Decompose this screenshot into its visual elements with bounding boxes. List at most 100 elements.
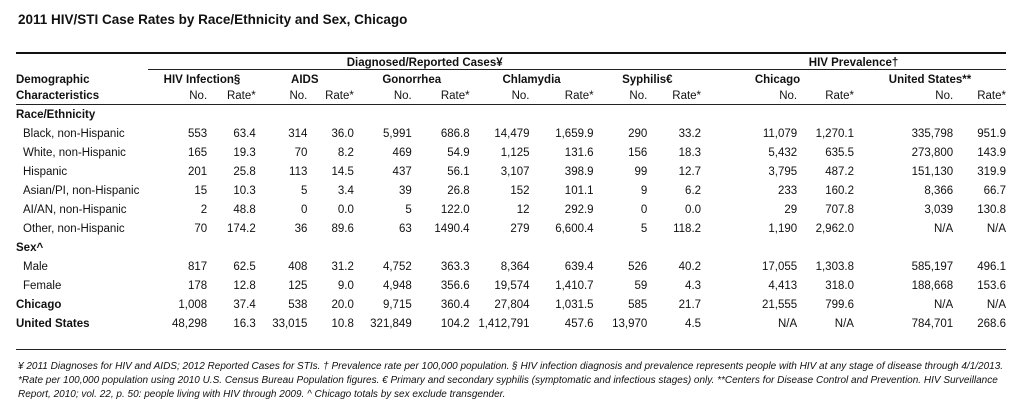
group-header-row: Diagnosed/Reported Cases¥ HIV Prevalence… [16, 54, 1006, 72]
table-cell: 585,197 [911, 260, 954, 273]
table-cell: 4.5 [685, 317, 702, 330]
table-row: Other, non-Hispanic 70 174.2 36 89.6 63 1490.4… [16, 219, 1006, 238]
table-cell: 21,555 [761, 298, 798, 311]
bottom-rule [16, 349, 1006, 350]
table-row: Chicago 1,008 37.4 538 20.0 9,715 360.4 27,804 1… [16, 295, 1006, 314]
table-row: Black, non-Hispanic 553 63.4 314 36.0 5,991 68… [16, 124, 1006, 143]
table-cell: 26.8 [447, 184, 470, 197]
table-row: Hispanic 201 25.8 113 14.5 437 56.1 3,107 398.9 9… [16, 162, 1006, 181]
table-cell: 686.8 [440, 127, 470, 140]
table-cell: 131.6 [564, 146, 594, 159]
table-cell: 70 [294, 146, 308, 159]
rate-header: Rate* [825, 90, 854, 102]
row-label: Female [23, 279, 62, 292]
table-cell: 33.2 [678, 127, 702, 140]
table-cell: 37.4 [233, 298, 256, 311]
footnote-line: *Rate per 100,000 population using 2010 … [18, 375, 998, 386]
table-cell: 6,600.4 [555, 222, 594, 235]
table-cell: 1,412,791 [478, 317, 530, 330]
table-row: AI/AN, non-Hispanic 2 48.8 0 0.0 5 122.0 12 292.… [16, 200, 1006, 219]
table-cell: 0.0 [337, 203, 354, 216]
table-cell: 799.6 [825, 298, 854, 311]
table-cell: 538 [288, 298, 308, 311]
table-cell: 10.8 [331, 317, 354, 330]
table-cell: 273,800 [911, 146, 954, 159]
table-cell: 635.5 [825, 146, 854, 159]
aids-header: AIDS [291, 74, 319, 86]
row-label-header-2: Characteristics [16, 90, 100, 102]
no-header: No. [935, 90, 954, 102]
table-cell: N/A [834, 317, 854, 330]
table-cell: 1490.4 [434, 222, 470, 235]
table-cell: 178 [187, 279, 208, 292]
table-cell: 63.4 [233, 127, 256, 140]
hiv-header: HIV Infection§ [163, 74, 241, 86]
table-cell: 36.0 [331, 127, 354, 140]
table-cell: 5,991 [382, 127, 412, 140]
section-label: Race/Ethnicity [16, 108, 96, 121]
table-cell: 290 [628, 127, 648, 140]
table-cell: 268.6 [977, 317, 1006, 330]
diagnosed-group-header: Diagnosed/Reported Cases¥ [148, 54, 702, 72]
table-cell: 25.8 [233, 165, 256, 178]
table-row: White, non-Hispanic 165 19.3 70 8.2 469 54.9 1,… [16, 143, 1006, 162]
table-cell: 292.9 [564, 203, 594, 216]
table-cell: 188,668 [911, 279, 954, 292]
table-cell: 1,659.9 [555, 127, 594, 140]
table-cell: 15 [194, 184, 208, 197]
footnote-line: Report, 2010; vol. 22, p. 50: people liv… [18, 389, 506, 400]
rate-header: Rate* [325, 90, 354, 102]
chlamydia-header: Chlamydia [502, 74, 561, 86]
chicago-prevalence-header: Chicago [754, 74, 801, 86]
table-cell: 1,190 [768, 222, 798, 235]
table-cell: 104.2 [440, 317, 470, 330]
table-cell: 48,298 [171, 317, 208, 330]
table-cell: 639.4 [564, 260, 594, 273]
table-cell: 437 [392, 165, 412, 178]
no-header: No. [393, 90, 412, 102]
table-cell: 4.3 [685, 279, 702, 292]
table-cell: 1,125 [500, 146, 530, 159]
table-cell: 8,364 [500, 260, 530, 273]
table-cell: 314 [288, 127, 308, 140]
table-cell: N/A [986, 222, 1006, 235]
table-cell: 19.3 [233, 146, 256, 159]
table-cell: 19,574 [494, 279, 530, 292]
table-cell: N/A [986, 298, 1006, 311]
table-cell: 152 [510, 184, 530, 197]
table-cell: 18.3 [678, 146, 702, 159]
table-row: Asian/PI, non-Hispanic 15 10.3 5 3.4 39 26.8 15… [16, 181, 1006, 200]
table-cell: 0.0 [685, 203, 702, 216]
table-cell: 12 [516, 203, 530, 216]
table-cell: 62.5 [233, 260, 256, 273]
table-cell: 784,701 [911, 317, 954, 330]
table-cell: 13,970 [612, 317, 648, 330]
table-cell: 319.9 [977, 165, 1006, 178]
table-cell: 14.5 [331, 165, 354, 178]
table-cell: N/A [934, 222, 954, 235]
table-cell: 3,039 [924, 203, 954, 216]
table-cell: 14,479 [494, 127, 530, 140]
no-header: No. [779, 90, 798, 102]
table-cell: 9,715 [382, 298, 412, 311]
table-row: Male 817 62.5 408 31.2 4,752 363.3 8,364 639.4 52… [16, 257, 1006, 276]
table-cell: 33,015 [272, 317, 308, 330]
case-rates-table: Diagnosed/Reported Cases¥ HIV Prevalence… [16, 54, 1006, 333]
table-cell: 496.1 [977, 260, 1006, 273]
table-cell: 143.9 [977, 146, 1006, 159]
rate-header: Rate* [977, 90, 1006, 102]
table-cell: 125 [288, 279, 308, 292]
table-cell: 457.6 [564, 317, 594, 330]
table-cell: 1,270.1 [815, 127, 854, 140]
table-cell: 398.9 [564, 165, 594, 178]
section-row-race: Race/Ethnicity [16, 105, 1006, 125]
no-header: No. [629, 90, 648, 102]
table-cell: 27,804 [494, 298, 530, 311]
table-cell: 101.1 [564, 184, 594, 197]
us-prevalence-header: United States** [888, 74, 972, 86]
table-cell: 4,413 [768, 279, 798, 292]
table-cell: 585 [628, 298, 648, 311]
rate-header: Rate* [672, 90, 702, 102]
row-label: AI/AN, non-Hispanic [23, 203, 127, 216]
table-cell: N/A [777, 317, 798, 330]
